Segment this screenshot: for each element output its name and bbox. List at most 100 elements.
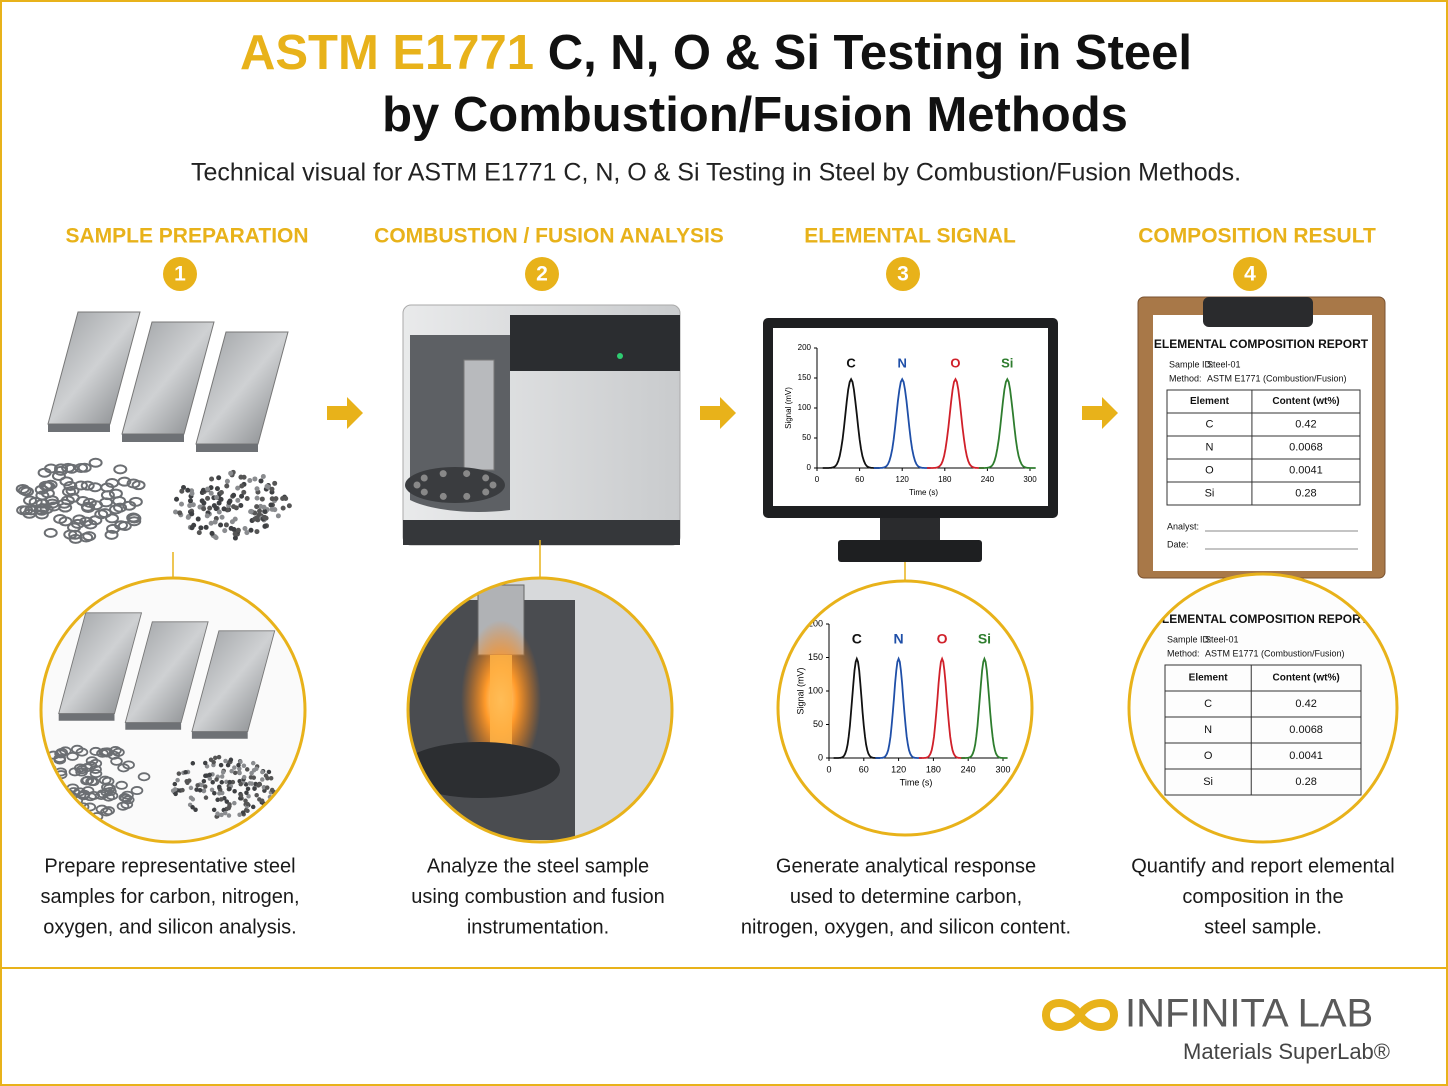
x-axis-label: Time (s)	[909, 488, 938, 497]
zoom-ring	[39, 576, 307, 844]
monitor-neck	[880, 518, 940, 542]
y-tick-label: 100	[808, 685, 823, 695]
steel-chips	[191, 522, 197, 528]
step-badge	[163, 257, 197, 291]
instrument-panel	[510, 315, 680, 371]
steel-chips	[208, 757, 214, 762]
steel-chips	[237, 766, 242, 771]
step-description: Prepare representative steel	[44, 855, 295, 877]
steel-turnings	[122, 500, 137, 511]
zoom-chart: 0 50 100 150 200 0 60 120 180 240 300 Time (s) Signa…	[778, 581, 1032, 835]
steel-chips	[269, 496, 275, 502]
subtitle: Technical visual for ASTM E1771 C, N, O …	[191, 159, 1241, 187]
steel-chips	[286, 503, 292, 509]
steel-chips	[224, 478, 230, 484]
steel-chips	[212, 790, 217, 796]
steel-chips	[214, 494, 220, 500]
steel-chips	[254, 792, 259, 798]
step-badge	[886, 257, 920, 291]
step-heading: COMBUSTION / FUSION ANALYSIS	[374, 225, 724, 248]
y-tick-label: 50	[802, 433, 811, 442]
steel-chips	[254, 486, 260, 492]
zoom-ring	[406, 576, 674, 844]
steel-chips	[204, 764, 210, 769]
steel-chips	[245, 786, 251, 792]
signal-peak	[873, 377, 931, 469]
infinity-icon	[1041, 999, 1119, 1031]
steel-chips	[207, 776, 213, 781]
table-cell: Element	[1190, 396, 1230, 407]
step-number: 1	[174, 263, 186, 286]
steel-turnings	[89, 769, 103, 779]
steel-turnings	[17, 485, 32, 496]
y-tick-label: 0	[807, 463, 812, 472]
steel-turnings	[38, 480, 53, 491]
y-tick-label: 200	[808, 618, 823, 628]
steel-chips	[250, 804, 256, 810]
report-value: Steel-01	[1207, 359, 1241, 369]
table-cell: N	[1205, 441, 1213, 453]
steel-turnings	[95, 804, 109, 814]
steel-chips	[224, 779, 229, 785]
steel-chips	[219, 514, 225, 520]
steel-chips	[201, 778, 207, 784]
steel-turnings	[70, 518, 85, 529]
steel-turnings	[79, 516, 94, 527]
steel-turnings	[75, 765, 89, 775]
steel-turnings	[98, 775, 112, 785]
steel-turnings	[51, 470, 66, 481]
steel-chips	[179, 501, 185, 507]
table-cell: Si	[1203, 776, 1213, 788]
steel-chips	[239, 493, 245, 499]
carousel-slot	[439, 470, 447, 478]
steel-chips	[263, 773, 269, 778]
steel-chips	[190, 805, 195, 810]
steel-turnings	[102, 792, 115, 802]
steel-chips	[185, 487, 191, 493]
steel-turnings	[35, 490, 50, 501]
steel-turnings	[115, 780, 128, 790]
steel-turnings	[15, 483, 30, 494]
step-badge	[525, 257, 559, 291]
step-description: steel sample.	[1204, 916, 1322, 938]
steel-bar-edge	[122, 434, 184, 442]
x-tick-label: 240	[961, 764, 976, 774]
steel-chips	[215, 811, 220, 816]
zoom-report: ELEMENTAL COMPOSITION REPORT Sample ID:St…	[1129, 574, 1397, 842]
steel-turnings	[104, 513, 119, 524]
step-heading: ELEMENTAL SIGNAL	[804, 225, 1016, 248]
steel-chips	[172, 787, 178, 792]
step-description: Generate analytical response	[776, 855, 1036, 877]
report-title: ELEMENTAL COMPOSITION REPORT	[1154, 337, 1369, 351]
steel-chips	[268, 775, 274, 781]
steel-turnings	[88, 457, 103, 468]
report-value: ASTM E1771 (Combustion/Fusion)	[1205, 648, 1345, 658]
steel-chips	[217, 791, 222, 796]
x-tick-label: 300	[995, 764, 1010, 774]
steel-turnings	[53, 753, 66, 763]
steel-chips	[174, 496, 180, 502]
steel-chips	[193, 807, 198, 812]
steel-chips	[241, 763, 247, 768]
step-number: 2	[536, 263, 548, 286]
steel-turnings	[39, 504, 54, 515]
steel-turnings	[73, 480, 88, 491]
steel-chips	[233, 505, 239, 511]
steel-chips	[254, 766, 259, 772]
steel-chips	[189, 511, 195, 517]
steel-chips	[275, 513, 281, 519]
steel-chips	[235, 485, 241, 491]
steel-chips	[219, 774, 225, 779]
steel-turnings	[88, 482, 103, 493]
steel-turnings	[137, 772, 151, 782]
steel-bar-edge	[58, 713, 115, 721]
steel-chips	[185, 514, 191, 520]
steel-chips	[203, 760, 208, 766]
y-axis-label: Signal (mV)	[784, 387, 793, 429]
artwork: SAMPLE PREPARATION 1 Prepare representativ…	[15, 225, 1399, 938]
steel-turnings	[80, 776, 93, 786]
steel-turnings	[66, 751, 79, 761]
zoom-ring	[776, 579, 1034, 837]
steel-chips	[195, 783, 200, 788]
steel-chips	[280, 505, 286, 511]
